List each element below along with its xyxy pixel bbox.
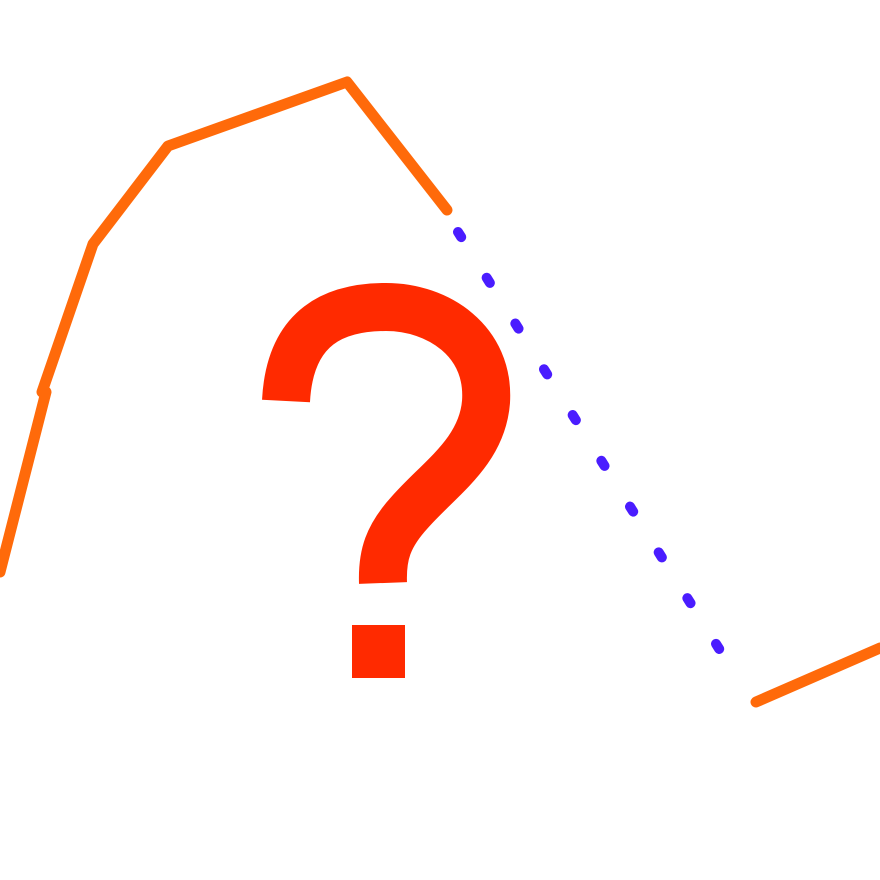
question-mark-icon xyxy=(262,283,511,678)
known-path-left xyxy=(0,76,453,578)
known-path-right xyxy=(750,642,880,708)
question-mark-hook xyxy=(262,283,511,584)
question-mark-dot xyxy=(352,625,405,678)
